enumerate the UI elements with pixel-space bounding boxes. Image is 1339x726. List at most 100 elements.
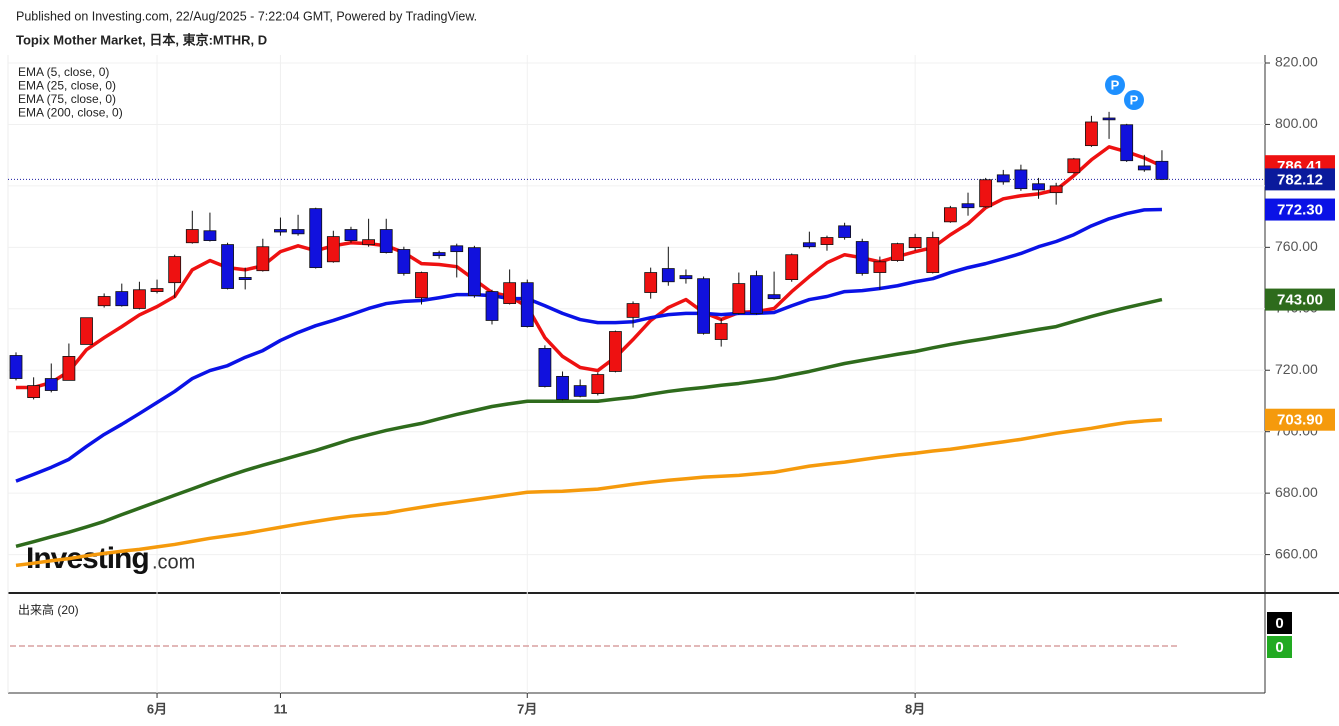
candle-body <box>1102 117 1116 121</box>
legend-entry: EMA (25, close, 0) <box>18 79 116 93</box>
candle-body <box>27 385 41 398</box>
ema-line <box>16 145 1163 390</box>
candle-body <box>291 229 305 235</box>
candle-body <box>115 291 129 307</box>
x-tick-label: 7月 <box>517 701 537 716</box>
candle-body <box>203 230 217 241</box>
ema-line <box>15 297 1163 548</box>
candle-body <box>1032 183 1045 191</box>
candle-body <box>996 174 1010 183</box>
candle-body <box>185 229 199 244</box>
legend-entry: EMA (200, close, 0) <box>18 106 123 120</box>
x-tick-label: 8月 <box>905 701 925 716</box>
candle-body <box>450 245 464 253</box>
x-tick-label: 11 <box>274 701 288 716</box>
marker-label: P <box>1111 77 1120 92</box>
candle-body <box>503 282 517 304</box>
candle-body <box>961 203 975 209</box>
candle-body <box>661 268 675 283</box>
candle-body <box>274 229 287 233</box>
price-tag <box>1265 288 1335 311</box>
price-tag <box>1265 168 1335 191</box>
candle-body <box>802 242 816 248</box>
volume-title: 出来高 (20) <box>18 602 79 617</box>
candle-body <box>221 244 234 289</box>
legend-entry: EMA (5, close, 0) <box>18 65 109 79</box>
candle-body <box>62 356 76 381</box>
chart-title: Topix Mother Market, 日本, 東京:MTHR, D <box>16 32 267 47</box>
volume-tag-label: 0 <box>1275 615 1283 632</box>
candle-body <box>838 225 852 238</box>
y-tick-label: 720.00 <box>1275 361 1318 377</box>
candle-body <box>697 278 710 334</box>
x-tick-label: 6月 <box>147 701 167 716</box>
volume-tag <box>1267 612 1292 634</box>
price-tag-label: 782.12 <box>1277 171 1323 188</box>
candle-body <box>1067 158 1081 174</box>
candle-body <box>1014 169 1028 190</box>
y-tick-label: 800.00 <box>1275 115 1318 131</box>
candle-body <box>362 239 376 245</box>
candle-body <box>80 317 93 345</box>
candle-body <box>626 303 640 318</box>
candle-body <box>150 288 164 292</box>
candle-body <box>485 291 499 321</box>
candle-body <box>467 247 481 296</box>
price-tag <box>1265 198 1335 221</box>
candle-body <box>1085 121 1098 147</box>
candle-body <box>767 294 781 300</box>
candle-body <box>97 296 111 307</box>
header: Published on Investing.com, 22/Aug/2025 … <box>16 9 477 23</box>
candle-body <box>873 261 887 273</box>
candle-body <box>943 207 957 223</box>
marker <box>1105 75 1125 95</box>
marker <box>1124 90 1144 110</box>
y-tick-label: 680.00 <box>1275 484 1318 500</box>
candle-body <box>855 241 869 274</box>
candle-body <box>591 374 605 394</box>
candle-body <box>609 331 622 372</box>
price-tag-label: 703.90 <box>1277 412 1323 429</box>
candle-body <box>1120 124 1134 162</box>
watermark-suffix: .com <box>152 551 195 573</box>
candle-body <box>908 237 922 249</box>
candle-body <box>1155 160 1169 180</box>
candle-body <box>679 275 693 280</box>
candle-body <box>44 378 58 391</box>
volume-tag-label: 0 <box>1275 639 1283 656</box>
candle-body <box>926 237 940 273</box>
candle-body <box>379 229 393 253</box>
candle-body <box>891 243 904 261</box>
legend-entry: EMA (75, close, 0) <box>18 92 116 106</box>
ema-line <box>15 207 1162 483</box>
watermark: Investing <box>26 542 149 575</box>
candle-body <box>750 275 763 314</box>
price-tag <box>1265 408 1335 431</box>
candle-body <box>133 289 146 309</box>
candle-body <box>309 208 323 269</box>
price-tag-label: 772.30 <box>1277 202 1323 219</box>
candle-body <box>1137 165 1151 171</box>
candle-body <box>415 272 428 299</box>
candle-body <box>732 283 746 314</box>
y-tick-label: 760.00 <box>1275 238 1318 254</box>
ema-line <box>15 417 1163 568</box>
candle-body <box>432 252 446 257</box>
candle-body <box>714 323 728 340</box>
candle-body <box>326 236 340 263</box>
candle-body <box>1049 185 1063 194</box>
candle-body <box>168 256 182 284</box>
candle-body <box>397 249 411 274</box>
candle-body <box>344 229 358 241</box>
y-tick-label: 820.00 <box>1275 54 1318 70</box>
candle-body <box>9 355 23 379</box>
marker-label: P <box>1130 92 1139 107</box>
y-tick-label: 660.00 <box>1275 545 1318 561</box>
candle-body <box>538 348 552 387</box>
candle-body <box>979 179 993 208</box>
candle-body <box>573 385 587 397</box>
candle-body <box>556 375 569 400</box>
volume-tag <box>1267 636 1292 658</box>
